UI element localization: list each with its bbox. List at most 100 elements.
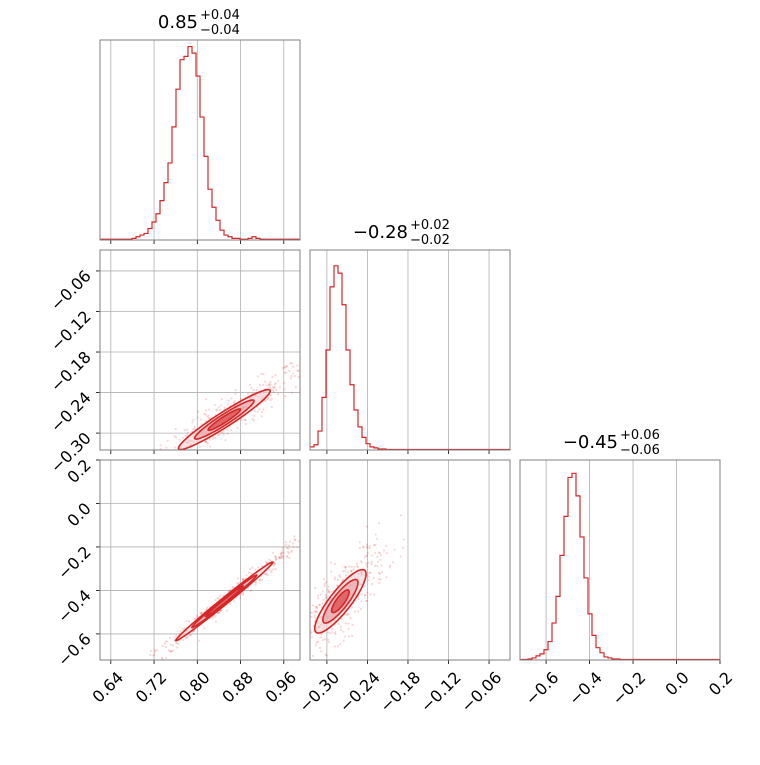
p1-vs-p3-point <box>218 611 221 614</box>
p2-vs-p3-point <box>313 614 316 617</box>
p2-vs-p3-point <box>379 558 382 561</box>
p1-vs-p3-ytick-label: −0.4 <box>54 586 95 627</box>
p1-vs-p2-point <box>276 379 280 382</box>
p2-vs-p3-point <box>324 596 327 600</box>
p1-vs-p2-point <box>264 380 267 383</box>
p1-vs-p3-point <box>166 640 169 643</box>
p1-vs-p3-xtick-label: 0.72 <box>132 668 171 707</box>
p1-marginal-title-minus: −0.04 <box>200 23 240 38</box>
p1-vs-p3-point <box>219 594 222 597</box>
p2-vs-p3-point <box>320 633 323 636</box>
p1-marginal-title-plus: +0.04 <box>200 8 240 23</box>
p1-vs-p3-point <box>292 542 295 545</box>
p1-vs-p3-point <box>272 568 275 571</box>
p1-vs-p3-point <box>171 649 175 652</box>
p2-vs-p3-point <box>343 565 346 568</box>
p2-vs-p3-point <box>333 645 336 648</box>
p1-vs-p2-point <box>244 418 247 422</box>
p1-vs-p3-point <box>290 550 293 554</box>
p1-vs-p3-point <box>285 546 289 550</box>
p1-vs-p2-point <box>203 412 206 415</box>
p2-vs-p3-point <box>314 616 317 620</box>
p2-vs-p3-point <box>376 555 379 558</box>
p1-vs-p3-point <box>273 562 276 566</box>
p1-vs-p2-point <box>233 400 236 403</box>
p1-vs-p3-point <box>279 555 282 559</box>
p1-vs-p3-point <box>180 630 183 633</box>
p1-vs-p2-point <box>270 397 273 400</box>
p1-vs-p2-point <box>270 405 273 409</box>
p2-vs-p3-point <box>322 598 325 602</box>
p1-vs-p3-xtick-label: 0.80 <box>175 668 214 707</box>
p2-vs-p3-point <box>373 593 376 596</box>
p2-vs-p3-point <box>399 555 402 558</box>
p1-marginal-title-value: 0.85 <box>158 12 198 33</box>
p1-vs-p3-point <box>149 654 152 657</box>
p2-vs-p3-point <box>379 554 383 557</box>
p2-vs-p3-point <box>318 646 322 650</box>
p1-vs-p3-point <box>181 627 184 631</box>
p1-vs-p3-point <box>293 538 297 541</box>
p1-vs-p2-point <box>204 413 207 416</box>
p1-marginal-frame <box>99 39 301 241</box>
p1-vs-p2-point <box>197 410 200 413</box>
p1-vs-p2-point <box>274 374 277 377</box>
p1-vs-p3-ytick-label: 0.0 <box>63 499 94 530</box>
p1-vs-p3-point <box>168 636 171 639</box>
p1-vs-p2-point <box>198 445 201 448</box>
p2-vs-p3-point <box>314 586 317 589</box>
p2-vs-p3-point <box>373 551 377 554</box>
p1-vs-p2-point <box>256 410 259 413</box>
p1-vs-p2-point <box>253 409 257 413</box>
p2-vs-p3-point <box>325 581 328 584</box>
p1-vs-p3-point <box>165 656 168 660</box>
p2-vs-p3-point <box>377 522 381 525</box>
p1-vs-p3-contour-inner <box>204 585 245 618</box>
p1-vs-p2-point <box>278 386 281 389</box>
p2-vs-p3-point <box>323 584 326 588</box>
p1-vs-p2-point <box>221 431 224 434</box>
p1-vs-p2-point <box>271 375 274 379</box>
p1-vs-p2-contour-inner <box>207 408 242 432</box>
p1-vs-p2-point <box>165 446 168 449</box>
p2-vs-p3-point <box>350 569 353 572</box>
p1-vs-p2-point <box>200 422 203 426</box>
p1-vs-p3-point <box>220 609 223 612</box>
p1-vs-p3-point <box>258 579 261 582</box>
p1-vs-p3-point <box>152 654 155 657</box>
p2-vs-p3-point <box>369 593 372 596</box>
p2-vs-p3-point <box>367 575 370 578</box>
p1-vs-p2-point <box>258 408 261 411</box>
p2-vs-p3-point <box>315 641 318 644</box>
p1-vs-p3-frame <box>99 459 301 661</box>
p2-vs-p3-xtick-label: −0.18 <box>376 668 424 716</box>
p1-vs-p2-point <box>273 386 276 389</box>
p1-vs-p2-point <box>255 389 258 392</box>
p2-vs-p3-point <box>327 641 331 644</box>
p1-vs-p2-point <box>220 398 224 401</box>
p1-vs-p2-point <box>290 362 294 365</box>
p1-vs-p2-point <box>297 369 300 372</box>
p1-vs-p2-point <box>222 429 225 433</box>
p1-vs-p3-point <box>199 613 202 616</box>
p1-vs-p3-point <box>248 571 251 574</box>
p1-vs-p3-point <box>268 568 271 571</box>
p1-vs-p3-point <box>195 616 198 619</box>
p2-vs-p3-point <box>366 591 369 594</box>
p1-vs-p3-point <box>284 541 287 544</box>
p2-vs-p3-point <box>350 634 354 637</box>
p1-vs-p3-point <box>206 606 209 609</box>
p1-vs-p2-point <box>218 408 221 411</box>
p2-vs-p3-point <box>329 561 333 564</box>
p1-vs-p2-point <box>209 445 212 448</box>
p2-vs-p3-point <box>366 543 369 546</box>
p2-vs-p3-point <box>333 562 337 566</box>
p2-vs-p3-point <box>353 610 357 613</box>
p1-vs-p2-point <box>262 408 265 411</box>
p1-vs-p3-point <box>286 555 289 559</box>
p1-vs-p2-point <box>204 440 208 444</box>
p1-vs-p2-point <box>205 441 208 444</box>
p1-vs-p2-point <box>256 375 259 378</box>
p1-vs-p3-point <box>287 547 290 550</box>
